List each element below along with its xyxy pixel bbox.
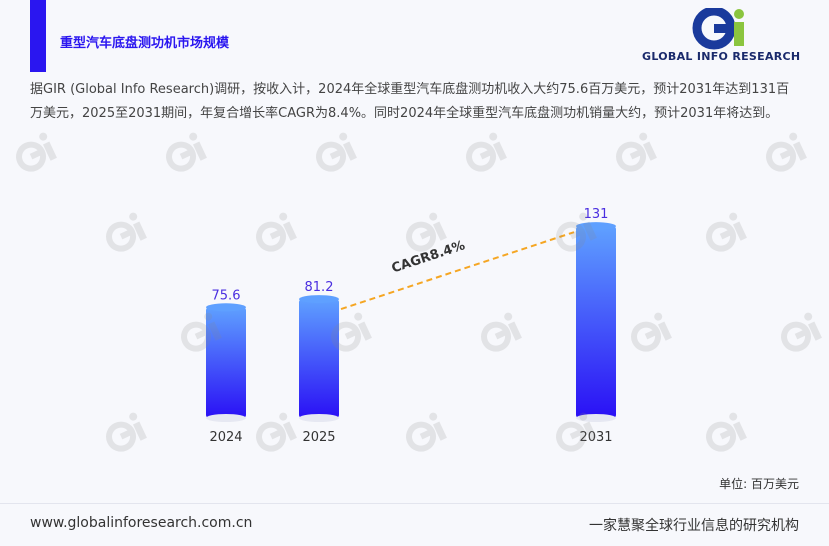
footer-website[interactable]: www.globalinforesearch.com.cn [30,515,253,531]
description-text: 据GIR (Global Info Research)调研，按收入计，2024年… [30,82,790,121]
company-logo: GLOBAL INFO RESEARCH [642,6,812,68]
footer-slogan: 一家慧聚全球行业信息的研究机构 [589,518,799,534]
category-label-2025: 2025 [302,430,335,445]
cagr-line [340,231,575,311]
bar-base-2025 [299,414,339,422]
bar-base-2024 [206,414,246,422]
logo-text: GLOBAL INFO RESEARCH [642,50,801,63]
header-accent-bar [30,0,46,72]
value-label-2024: 75.6 [212,288,241,303]
watermark-logo [0,120,100,180]
bar-cap-2031 [576,222,616,231]
category-label-2031: 2031 [579,430,612,445]
footer-divider [0,503,829,504]
watermark-logo [300,120,400,180]
watermark-logo [450,120,550,180]
bar-cap-2024 [206,303,246,312]
watermark-logo [150,120,250,180]
bar-2031 [576,226,616,418]
watermark-logo [600,120,700,180]
watermark-logo [750,120,829,180]
category-label-2024: 2024 [209,430,242,445]
bar-2025 [299,299,339,418]
unit-label: 单位: 百万美元 [719,477,799,491]
value-label-2031: 131 [584,207,609,222]
chart-title: 重型汽车底盘测功机市场规模 [60,36,230,51]
bar-2024 [206,307,246,418]
gi-logo-icon [692,6,744,50]
bar-cap-2025 [299,295,339,304]
bar-base-2031 [576,414,616,422]
value-label-2025: 81.2 [305,280,334,295]
